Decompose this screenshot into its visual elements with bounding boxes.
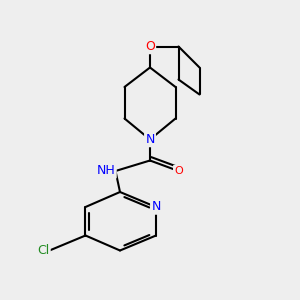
Text: Cl: Cl (37, 244, 50, 257)
Text: O: O (174, 166, 183, 176)
Text: N: N (145, 133, 155, 146)
Text: N: N (151, 200, 161, 214)
Text: NH: NH (97, 164, 116, 178)
Text: O: O (145, 40, 155, 53)
